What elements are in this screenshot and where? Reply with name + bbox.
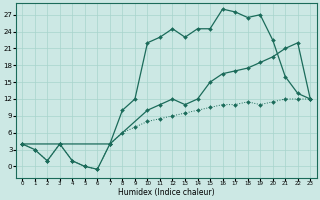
X-axis label: Humidex (Indice chaleur): Humidex (Indice chaleur) [118,188,214,197]
